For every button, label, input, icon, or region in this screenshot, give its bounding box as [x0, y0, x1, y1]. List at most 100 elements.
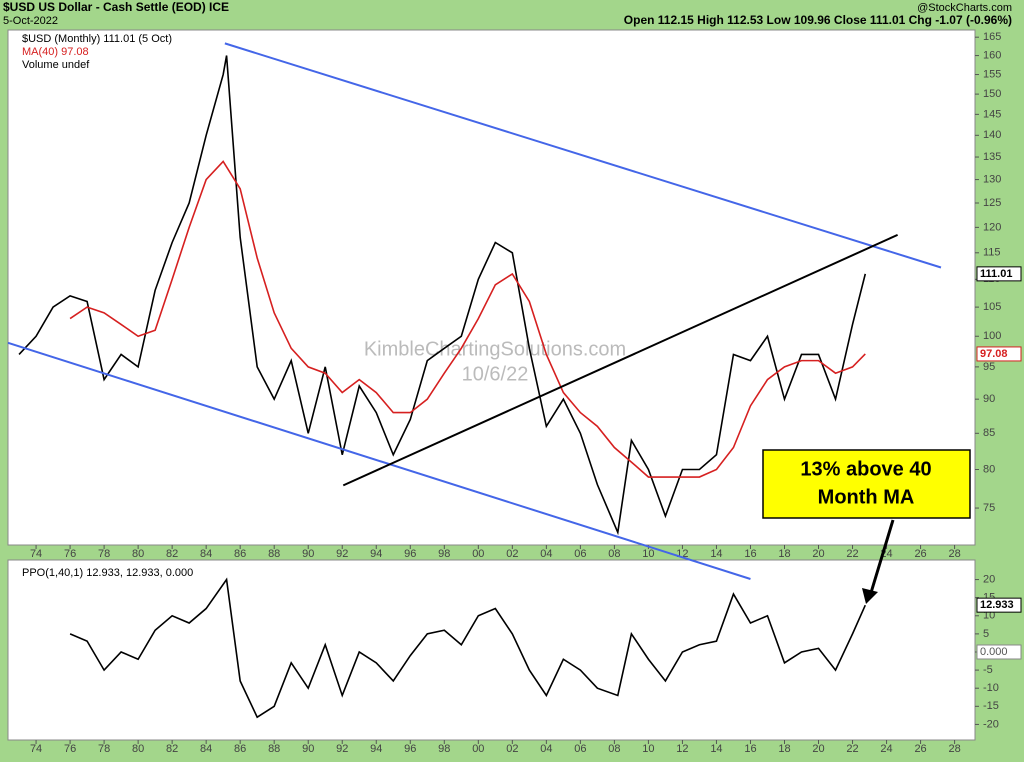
x-tick-label: 98: [438, 743, 450, 755]
y-tick-label: 135: [983, 151, 1001, 163]
value-tag: [976, 644, 1022, 660]
y-tick-label: 5: [983, 628, 989, 640]
x-tick-label: 96: [404, 548, 416, 560]
y-tick-label: 85: [983, 427, 995, 439]
y-tick-label: 160: [983, 49, 1001, 61]
x-tick-label: 18: [778, 548, 790, 560]
quote: Open 112.15 High 112.53 Low 109.96 Close…: [624, 13, 1012, 27]
x-tick-label: 04: [540, 743, 552, 755]
trendline: [224, 42, 942, 269]
x-tick-label: 10: [642, 743, 654, 755]
callout-line: 13% above 40: [800, 458, 931, 480]
y-tick-label: 140: [983, 129, 1001, 141]
x-tick-label: 82: [166, 548, 178, 560]
y-tick-label: -15: [983, 700, 999, 712]
y-tick-label: 115: [983, 247, 1001, 259]
x-tick-label: 20: [812, 548, 824, 560]
x-tick-label: 20: [812, 743, 824, 755]
x-tick-label: 94: [370, 743, 382, 755]
x-tick-label: 14: [710, 548, 722, 560]
x-tick-label: 08: [608, 743, 620, 755]
x-tick-label: 00: [472, 548, 484, 560]
y-tick-label: -10: [983, 682, 999, 694]
chart-title: $USD US Dollar - Cash Settle (EOD) ICE: [3, 0, 229, 14]
series-line: [69, 160, 866, 478]
x-tick-label: 96: [404, 743, 416, 755]
value-tag-label: 0.000: [980, 646, 1008, 658]
x-tick-label: 22: [846, 743, 858, 755]
y-tick-label: -5: [983, 664, 993, 676]
y-tick-label: 20: [983, 573, 995, 585]
x-tick-label: 82: [166, 743, 178, 755]
y-tick-label: 75: [983, 502, 995, 514]
x-tick-label: 84: [200, 743, 212, 755]
value-tag-label: 111.01: [980, 268, 1012, 280]
y-tick-label: 165: [983, 31, 1001, 43]
value-tag-label: 12.933: [980, 599, 1014, 611]
y-tick-label: 100: [983, 330, 1001, 342]
value-tag: [976, 266, 1022, 282]
y-tick-label: 155: [983, 68, 1001, 80]
legend-price: $USD (Monthly) 111.01 (5 Oct): [22, 33, 172, 45]
y-tick-label: 90: [983, 393, 995, 405]
x-tick-label: 26: [914, 548, 926, 560]
x-tick-label: 16: [744, 548, 756, 560]
x-tick-label: 02: [506, 548, 518, 560]
x-tick-label: 86: [234, 743, 246, 755]
source: @StockCharts.com: [917, 2, 1012, 14]
x-tick-label: 16: [744, 743, 756, 755]
legend-volume: Volume undef: [22, 59, 90, 71]
x-tick-label: 04: [540, 548, 552, 560]
x-tick-label: 88: [268, 548, 280, 560]
y-tick-label: -20: [983, 718, 999, 730]
x-tick-label: 08: [608, 548, 620, 560]
x-tick-label: 02: [506, 743, 518, 755]
callout-arrowhead: [862, 588, 878, 604]
x-tick-label: 14: [710, 743, 722, 755]
value-tag: [976, 346, 1022, 362]
x-tick-label: 06: [574, 548, 586, 560]
legend-ppo: PPO(1,40,1) 12.933, 12.933, 0.000: [22, 567, 193, 579]
x-tick-label: 98: [438, 548, 450, 560]
x-tick-label: 86: [234, 548, 246, 560]
x-tick-label: 94: [370, 548, 382, 560]
series-line: [69, 577, 867, 719]
x-tick-label: 78: [98, 548, 110, 560]
y-tick-label: 10: [983, 610, 995, 622]
x-tick-label: 78: [98, 743, 110, 755]
x-tick-label: 90: [302, 743, 314, 755]
y-tick-label: 130: [983, 173, 1001, 185]
chart-date: 5-Oct-2022: [3, 15, 58, 27]
x-tick-label: 92: [336, 548, 348, 560]
x-tick-label: 10: [642, 548, 654, 560]
x-tick-label: 28: [948, 548, 960, 560]
x-tick-label: 80: [132, 743, 144, 755]
x-tick-label: 18: [778, 743, 790, 755]
trendline: [7, 341, 751, 580]
plot-layer: 74 76 78 80 82 84 86 88 90 92 94 96 98 00 02 04 06 08 10 12…: [7, 31, 1022, 755]
x-tick-label: 74: [30, 548, 42, 560]
x-tick-label: 26: [914, 743, 926, 755]
x-tick-label: 28: [948, 743, 960, 755]
x-tick-label: 88: [268, 743, 280, 755]
series-line: [18, 55, 867, 536]
y-tick-label: 145: [983, 108, 1001, 120]
x-tick-label: 12: [676, 743, 688, 755]
y-tick-label: 150: [983, 88, 1001, 100]
x-tick-label: 00: [472, 743, 484, 755]
x-tick-label: 92: [336, 743, 348, 755]
legend-ma: MA(40) 97.08: [22, 46, 89, 58]
value-tag-label: 97.08: [980, 348, 1008, 360]
y-tick-label: 95: [983, 361, 995, 373]
x-tick-label: 06: [574, 743, 586, 755]
x-tick-label: 76: [64, 548, 76, 560]
value-tag: [976, 597, 1022, 613]
watermark: KimbleChartingSolutions.com: [364, 338, 626, 360]
callout-line: Month MA: [818, 486, 915, 508]
callout-box: [762, 449, 971, 519]
x-tick-label: 80: [132, 548, 144, 560]
y-tick-label: 125: [983, 197, 1001, 209]
x-tick-label: 84: [200, 548, 212, 560]
trendline: [342, 233, 899, 487]
x-tick-label: 74: [30, 743, 42, 755]
